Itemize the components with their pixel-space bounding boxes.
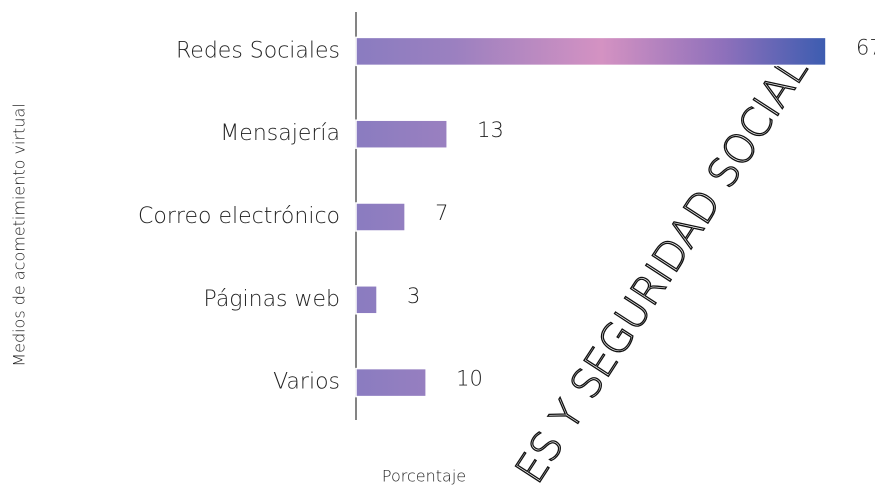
bar bbox=[355, 36, 827, 67]
y-tick-label: Varios bbox=[273, 370, 340, 395]
bar bbox=[355, 202, 406, 232]
y-tick-label: Páginas web bbox=[204, 287, 340, 312]
value-label: 7 bbox=[435, 201, 448, 225]
x-axis-label: Porcentaje bbox=[382, 467, 466, 485]
value-label: 3 bbox=[407, 284, 420, 308]
y-tick-label: Correo electrónico bbox=[138, 204, 340, 229]
bar bbox=[355, 367, 427, 398]
value-label: 10 bbox=[456, 367, 483, 391]
value-label: 67 bbox=[856, 35, 875, 59]
y-tick-label: Mensajería bbox=[220, 121, 340, 146]
value-label: 13 bbox=[477, 118, 504, 142]
bar bbox=[355, 285, 378, 315]
watermark: ES Y SEGURIDAD SOCIAL bbox=[507, 48, 817, 485]
y-tick-label: Redes Sociales bbox=[176, 38, 340, 63]
y-axis-label: Medios de acometimiento virtual bbox=[10, 103, 29, 366]
bar bbox=[355, 119, 448, 149]
